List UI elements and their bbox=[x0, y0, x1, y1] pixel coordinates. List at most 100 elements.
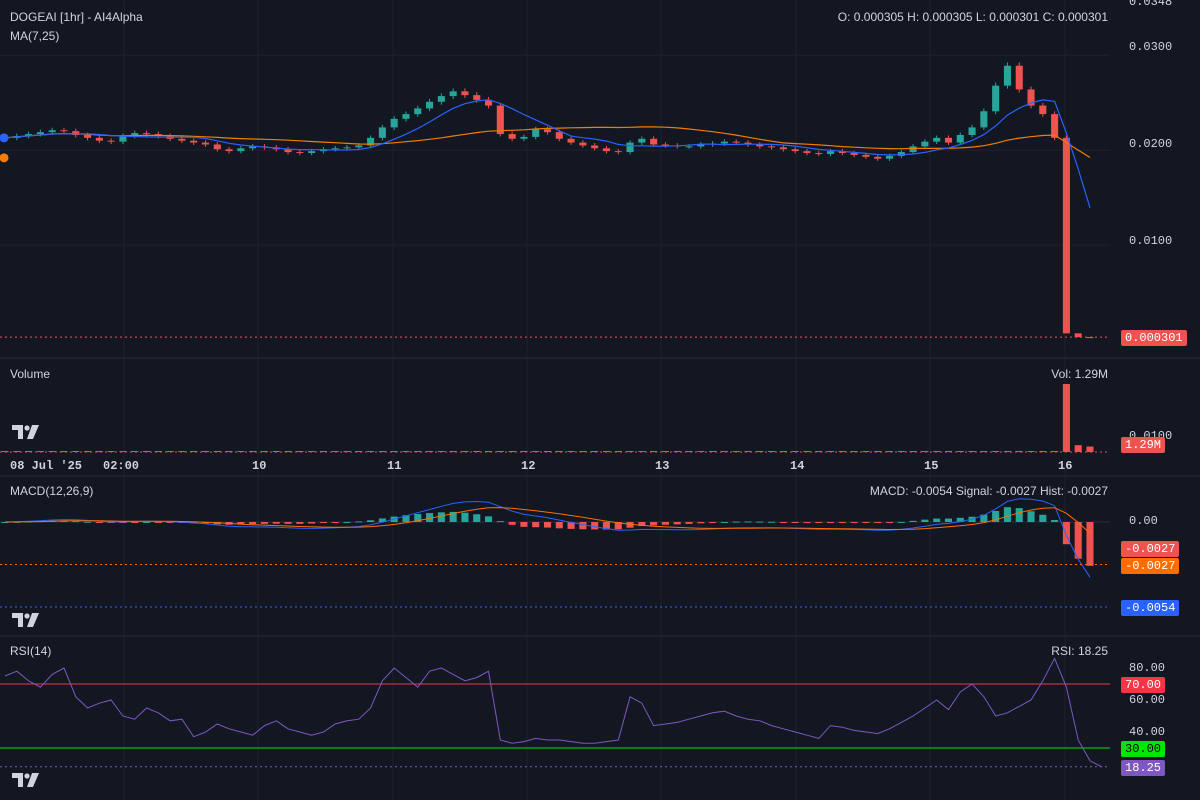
macd-signal-tag: -0.0027 bbox=[1121, 558, 1180, 574]
candle-body bbox=[897, 152, 905, 156]
candle-body bbox=[355, 145, 363, 148]
volume-bar bbox=[1051, 451, 1059, 452]
macd-histogram-bar bbox=[296, 522, 304, 524]
macd-histogram-bar bbox=[449, 511, 457, 522]
candle-body bbox=[803, 151, 811, 154]
candle-body bbox=[732, 141, 740, 143]
volume-bar bbox=[367, 451, 375, 452]
candle-body bbox=[284, 149, 292, 153]
macd-histogram-bar bbox=[579, 522, 587, 530]
volume-bar bbox=[626, 451, 634, 452]
volume-bar bbox=[25, 451, 33, 452]
macd-histogram-bar bbox=[331, 522, 339, 523]
volume-bar bbox=[260, 451, 268, 452]
macd-histogram-bar bbox=[897, 521, 905, 523]
macd-histogram-bar bbox=[508, 522, 516, 525]
volume-bar bbox=[567, 451, 575, 452]
volume-bar bbox=[614, 451, 622, 452]
time-label-start: 08 Jul '25 bbox=[10, 459, 83, 473]
volume-bars bbox=[0, 384, 1110, 453]
macd-histogram-bar bbox=[874, 522, 882, 523]
macd-histogram-bar bbox=[685, 522, 693, 524]
macd-histogram-bar bbox=[532, 522, 540, 528]
volume-bar bbox=[921, 451, 929, 452]
volume-bar bbox=[201, 451, 210, 452]
volume-bar bbox=[520, 451, 528, 452]
candle-body bbox=[343, 147, 351, 149]
candle-body bbox=[661, 144, 669, 146]
volume-bar bbox=[732, 451, 740, 452]
volume-bar bbox=[555, 451, 563, 452]
macd-histogram-bar bbox=[779, 522, 787, 523]
macd-histogram-bar bbox=[909, 520, 917, 522]
macd-histogram-bar bbox=[1051, 520, 1059, 522]
volume-bar bbox=[1062, 384, 1070, 452]
candle-body bbox=[190, 140, 198, 143]
volume-bar bbox=[343, 451, 351, 452]
macd-histogram-bar bbox=[308, 522, 316, 524]
candle-body bbox=[48, 130, 56, 133]
time-label-16: 16 bbox=[1058, 459, 1073, 473]
volume-readout: Vol: 1.29M bbox=[1051, 367, 1108, 381]
candle-body bbox=[84, 134, 92, 138]
candle-body bbox=[449, 91, 457, 97]
macd-histogram-bar bbox=[850, 522, 858, 523]
macd-histogram-bar bbox=[567, 522, 575, 529]
volume-bar bbox=[390, 451, 398, 452]
candle-body bbox=[791, 149, 799, 152]
volume-bar bbox=[720, 451, 728, 452]
candle-body bbox=[614, 151, 622, 153]
candle-body bbox=[178, 138, 186, 141]
volume-bar bbox=[473, 451, 481, 452]
candle-body bbox=[414, 108, 422, 115]
candle-body bbox=[968, 127, 976, 135]
moving-averages bbox=[0, 99, 1091, 208]
candle-body bbox=[980, 111, 988, 128]
candle-body bbox=[555, 132, 563, 139]
candle-body bbox=[402, 114, 410, 119]
volume-bar bbox=[909, 451, 917, 452]
candle-body bbox=[60, 130, 68, 132]
volume-bar bbox=[803, 451, 811, 452]
macd-histogram-bar bbox=[95, 522, 103, 523]
time-label-0200: 02:00 bbox=[103, 459, 140, 473]
candle-body bbox=[909, 146, 917, 153]
ma-slow-line bbox=[4, 126, 1091, 159]
ma-fast-marker bbox=[0, 133, 9, 143]
macd-histogram-bar bbox=[756, 521, 764, 523]
candle-body bbox=[201, 142, 210, 145]
candle-body bbox=[225, 149, 233, 152]
macd-histogram-bar bbox=[885, 522, 894, 523]
rsi-30-tag: 30.00 bbox=[1121, 741, 1166, 757]
macd-histogram-bar bbox=[803, 522, 811, 523]
macd-histogram-bar bbox=[956, 517, 964, 522]
volume-bar bbox=[885, 451, 894, 452]
candle-body bbox=[484, 99, 493, 106]
candle-body bbox=[249, 146, 257, 149]
macd-histogram-bar bbox=[473, 514, 481, 522]
volume-bar bbox=[1039, 451, 1047, 452]
price-candles[interactable] bbox=[0, 62, 1110, 339]
candle-body bbox=[107, 140, 115, 142]
candle-body bbox=[697, 144, 705, 147]
candle-body bbox=[768, 146, 776, 148]
macd-histogram-bar bbox=[1015, 508, 1023, 522]
candle-body bbox=[944, 137, 953, 143]
volume-bar bbox=[850, 451, 858, 452]
time-label-10: 10 bbox=[252, 459, 267, 473]
volume-bar bbox=[72, 451, 80, 452]
macd-histogram-bar bbox=[744, 521, 752, 523]
macd-hist-tag: -0.0027 bbox=[1121, 541, 1180, 557]
volume-bar bbox=[768, 451, 776, 452]
ma-legend: MA(7,25) bbox=[10, 29, 60, 43]
volume-bar bbox=[1086, 446, 1094, 452]
candle-body bbox=[520, 136, 528, 139]
macd-histogram-bar bbox=[237, 522, 245, 525]
volume-bar bbox=[579, 451, 587, 452]
volume-bar bbox=[897, 451, 905, 452]
volume-bar bbox=[142, 451, 151, 452]
candle-body bbox=[390, 118, 398, 128]
volume-bar bbox=[992, 451, 1000, 452]
